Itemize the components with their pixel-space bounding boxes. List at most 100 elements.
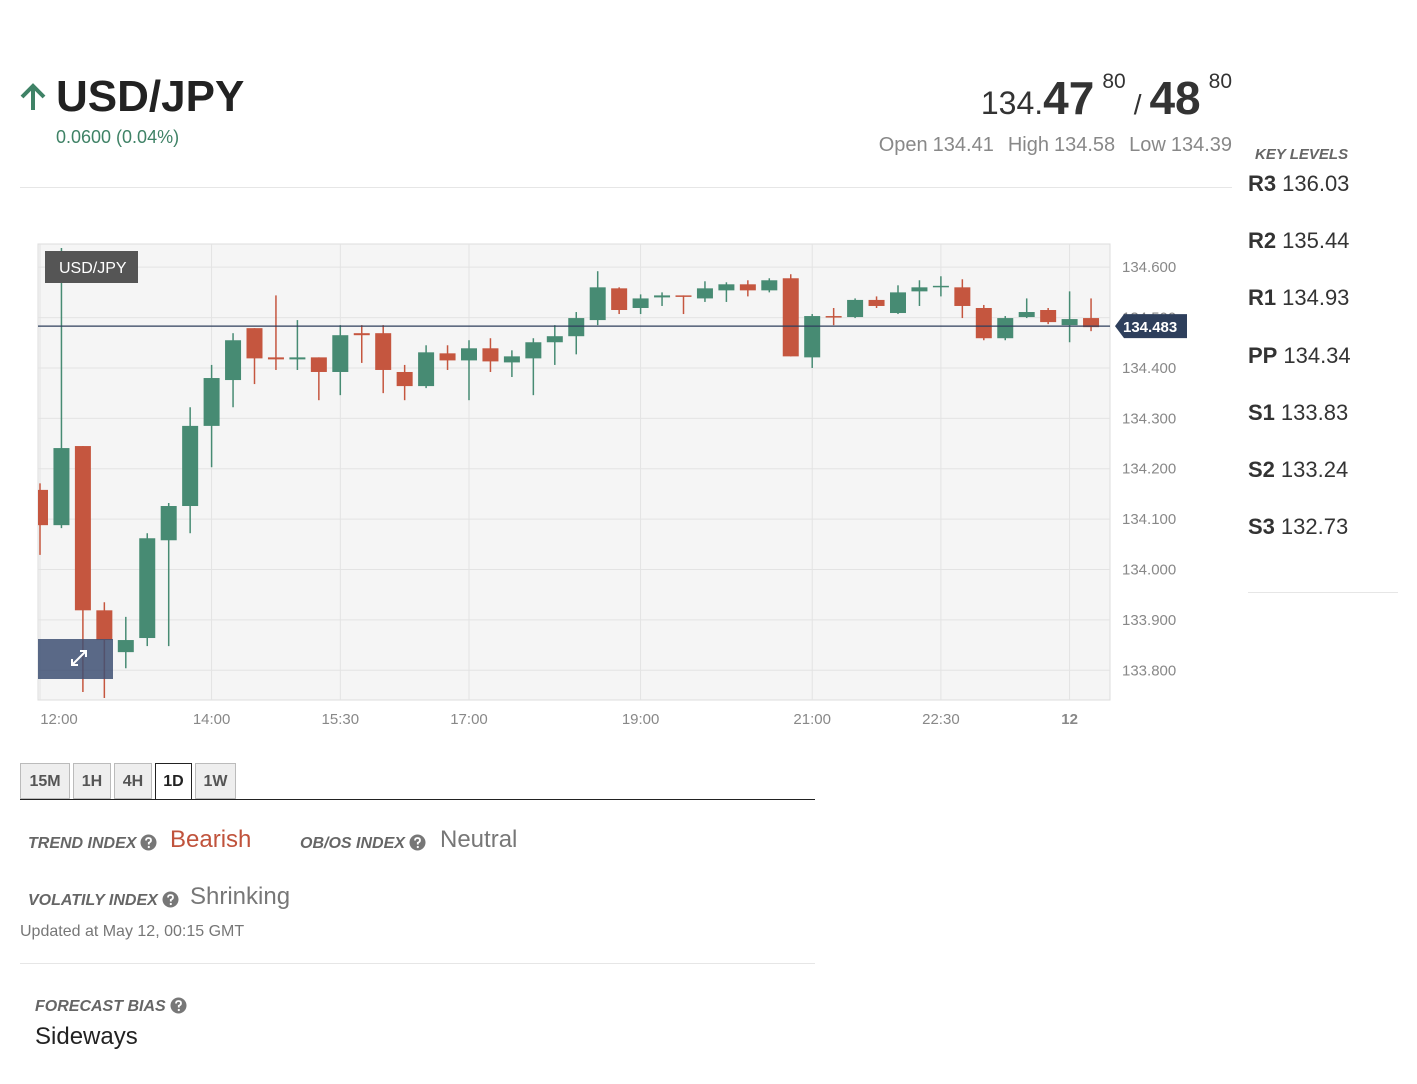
- bid-pip: 80: [1102, 70, 1126, 93]
- tab[interactable]: 4H: [114, 763, 152, 799]
- x-tick-label: 14:00: [193, 711, 231, 728]
- candle-body: [375, 333, 392, 370]
- forecast-value: Sideways: [35, 1023, 138, 1050]
- chart: 12:00 14:00 15:30 17:00 19:00 21:00 22:30 12 133…: [37, 243, 1187, 728]
- divider: [1248, 592, 1398, 593]
- candle-body: [182, 425, 199, 507]
- forecast-label-text: FORECAST BIAS: [35, 998, 166, 1015]
- key-level-name: S3: [1248, 514, 1275, 540]
- key-level: R2 135.44: [1248, 228, 1349, 254]
- candle-body: [117, 640, 134, 653]
- candle-body: [654, 295, 671, 298]
- last-price-label: 134.483: [1123, 319, 1177, 336]
- bid: 47: [1043, 72, 1095, 124]
- candle-body: [761, 280, 778, 291]
- candle-body: [246, 328, 263, 359]
- candle-body: [868, 299, 885, 306]
- expand-button[interactable]: [38, 639, 113, 679]
- candle-body: [975, 307, 992, 339]
- x-tick-label: 12:00: [40, 711, 78, 728]
- y-tick-label: 134.000: [1122, 561, 1176, 578]
- separator: /: [1133, 89, 1142, 120]
- y-tick-label: 134.300: [1122, 410, 1176, 427]
- candle-body: [546, 336, 563, 343]
- candle-body: [675, 295, 692, 297]
- help-icon[interactable]: [140, 834, 157, 851]
- y-tick-label: 134.100: [1122, 511, 1176, 528]
- candle-body: [1083, 318, 1100, 328]
- divider: [20, 963, 815, 964]
- candle-body: [804, 316, 821, 358]
- stat-value: 134.41: [932, 134, 994, 156]
- candle-body: [589, 287, 606, 321]
- stats: Open 134.41 High 134.58 Low 134.39: [865, 134, 1232, 157]
- key-level: R1 134.93: [1248, 285, 1349, 311]
- chart-label: USD/JPY: [59, 260, 127, 277]
- key-levels-title: KEY LEVELS: [1255, 146, 1349, 163]
- candle-body: [825, 316, 842, 318]
- key-level: R3 136.03: [1248, 171, 1349, 197]
- candle-body: [53, 448, 70, 526]
- tab-line: [20, 799, 815, 800]
- index-label: OB/OS INDEX: [300, 834, 426, 853]
- key-level: S2 133.24: [1248, 457, 1348, 483]
- candle-body: [160, 506, 177, 541]
- candle-body: [225, 340, 242, 381]
- x-tick-label: 17:00: [450, 711, 488, 728]
- candle-body: [439, 353, 456, 361]
- help-icon[interactable]: [170, 997, 187, 1014]
- key-level-name: PP: [1248, 342, 1278, 368]
- key-level-name: S1: [1248, 399, 1275, 425]
- key-level-value: 133.83: [1280, 399, 1349, 425]
- x-tick-label: 21:00: [793, 711, 831, 728]
- chart-label-box: [45, 251, 138, 283]
- candle-body: [310, 357, 327, 372]
- candle-body: [632, 298, 649, 308]
- plot-area: [37, 243, 1111, 701]
- key-level-value: 133.24: [1280, 457, 1349, 482]
- candle-body: [267, 357, 284, 360]
- ask-pip: 80: [1208, 70, 1232, 93]
- candle-body: [911, 287, 928, 292]
- index-value: Neutral: [440, 826, 518, 853]
- tab[interactable]: 1D: [155, 763, 192, 800]
- key-level-name: R2: [1248, 228, 1277, 254]
- candle-body: [461, 348, 477, 361]
- stat: Low 134.39: [1129, 134, 1232, 156]
- change: 0.0600 (0.04%): [56, 127, 180, 147]
- index-label-text: OB/OS INDEX: [300, 835, 405, 852]
- y-tick-label: 133.800: [1122, 662, 1176, 679]
- help-icon[interactable]: [409, 834, 426, 851]
- key-level: S3 132.73: [1248, 514, 1348, 540]
- x-tick-label: 15:30: [322, 711, 360, 728]
- candle-body: [997, 318, 1014, 339]
- price: 134.47 80 /48 80: [981, 70, 1232, 125]
- stat-label: High: [1007, 134, 1049, 156]
- index-value: Bearish: [170, 826, 252, 853]
- candle-body: [482, 348, 499, 362]
- key-level-value: 136.03: [1282, 171, 1350, 196]
- tab[interactable]: 1W: [195, 763, 236, 799]
- candle-body: [139, 538, 156, 639]
- pair-title: USD/JPY: [56, 72, 245, 121]
- key-level-value: 134.34: [1283, 342, 1351, 368]
- stat-value: 134.39: [1170, 134, 1232, 156]
- candle-body: [1018, 312, 1035, 318]
- key-level-value: 134.93: [1282, 285, 1350, 311]
- index-value: Shrinking: [190, 883, 291, 910]
- x-tick-label: 22:30: [922, 711, 960, 728]
- stat-label: Open: [878, 134, 928, 156]
- tab[interactable]: 1H: [73, 763, 111, 799]
- help-icon[interactable]: [162, 891, 179, 908]
- candle-body: [718, 284, 735, 291]
- stat: Open 134.41: [879, 134, 994, 156]
- index-label: TREND INDEX: [28, 834, 157, 853]
- candle-body: [890, 292, 906, 314]
- key-level-value: 135.44: [1282, 228, 1350, 254]
- stat-label: Low: [1129, 134, 1166, 156]
- tab[interactable]: 15M: [20, 763, 70, 799]
- y-tick-label: 134.600: [1122, 259, 1176, 276]
- updated: Updated at May 12, 00:15 GMT: [20, 923, 245, 940]
- candle-body: [74, 446, 91, 611]
- last-price-marker: [1115, 314, 1187, 339]
